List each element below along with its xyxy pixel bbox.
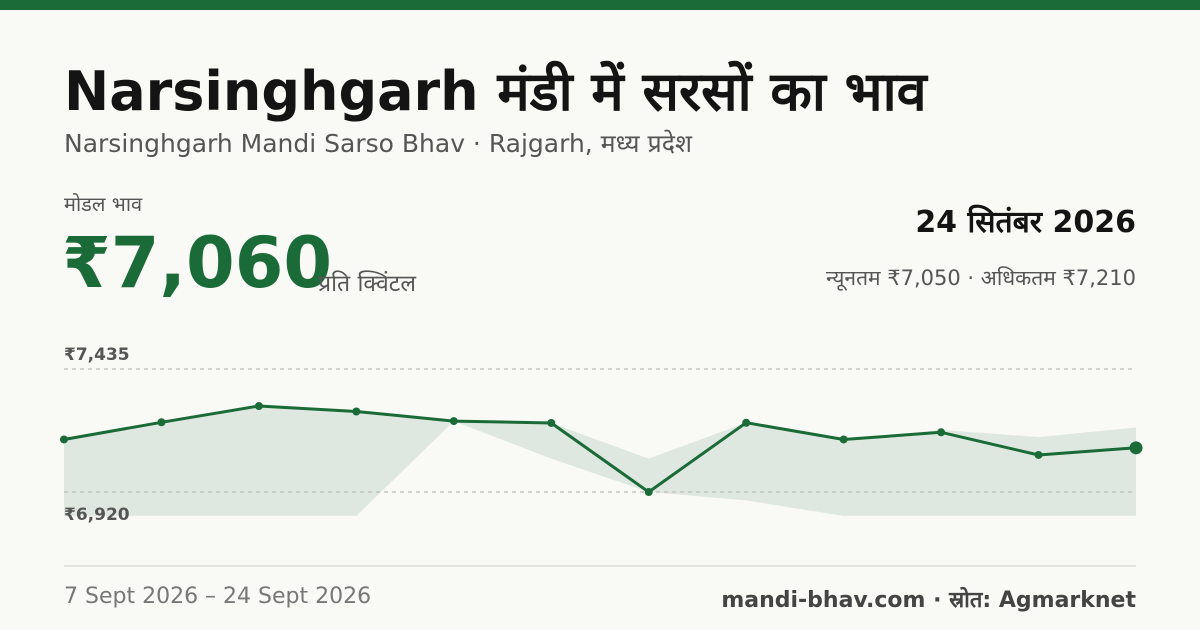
source-credit: mandi-bhav.com · स्रोत: Agmarknet bbox=[721, 588, 1136, 613]
data-point bbox=[60, 435, 68, 444]
page-title: Narsinghgarh मंडी में सरसों का भाव bbox=[64, 60, 927, 123]
top-accent-bar bbox=[0, 0, 1200, 10]
y-tick-label: ₹6,920 bbox=[64, 505, 130, 525]
price-unit: प्रति क्विंटल bbox=[318, 271, 416, 297]
data-point bbox=[937, 428, 946, 437]
model-price-value: ₹7,060 bbox=[62, 222, 333, 304]
data-point bbox=[254, 402, 263, 411]
data-point bbox=[547, 418, 556, 427]
series-line bbox=[63, 404, 1137, 494]
data-point bbox=[742, 418, 751, 427]
latest-data-point bbox=[1129, 441, 1143, 455]
price-line-chart: ₹7,435 ₹6,920 bbox=[60, 345, 1143, 525]
min-max-price: न्यूनतम ₹7,050 · अधिकतम ₹7,210 bbox=[826, 266, 1136, 290]
data-point bbox=[157, 418, 166, 427]
chart-divider bbox=[64, 565, 1136, 567]
y-tick-label: ₹7,435 bbox=[64, 345, 130, 365]
model-price-label: मोडल भाव bbox=[64, 192, 143, 216]
data-point bbox=[352, 407, 361, 416]
date-range: 7 Sept 2026 – 24 Sept 2026 bbox=[64, 584, 372, 609]
data-point bbox=[449, 417, 458, 426]
data-point bbox=[1034, 450, 1043, 459]
page-subtitle: Narsinghgarh Mandi Sarso Bhav · Rajgarh,… bbox=[64, 129, 692, 158]
report-date: 24 सितंबर 2026 bbox=[915, 205, 1136, 240]
data-point bbox=[839, 435, 848, 444]
data-point bbox=[644, 488, 653, 496]
min-max-band bbox=[64, 406, 1136, 516]
